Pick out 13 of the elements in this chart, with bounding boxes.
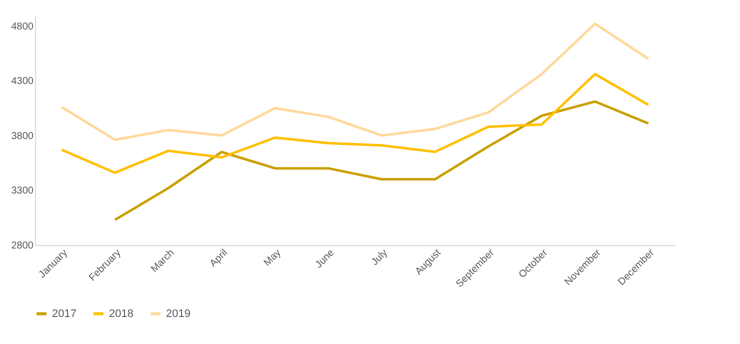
line-series [60,22,650,142]
legend-label: 2019 [166,308,190,320]
y-tick-label: 4300 [11,76,34,88]
line-series [114,100,650,222]
legend-label: 2018 [109,308,134,320]
y-tick-label: 2800 [11,240,34,252]
y-tick-label: 3300 [11,186,34,197]
y-tick-label: 4800 [11,21,34,32]
legend-label: 2017 [52,308,76,320]
y-tick-label: 3800 [11,130,34,142]
x-tick-label: May [262,248,284,269]
line-series [60,72,650,174]
x-tick-label: July [370,248,390,268]
